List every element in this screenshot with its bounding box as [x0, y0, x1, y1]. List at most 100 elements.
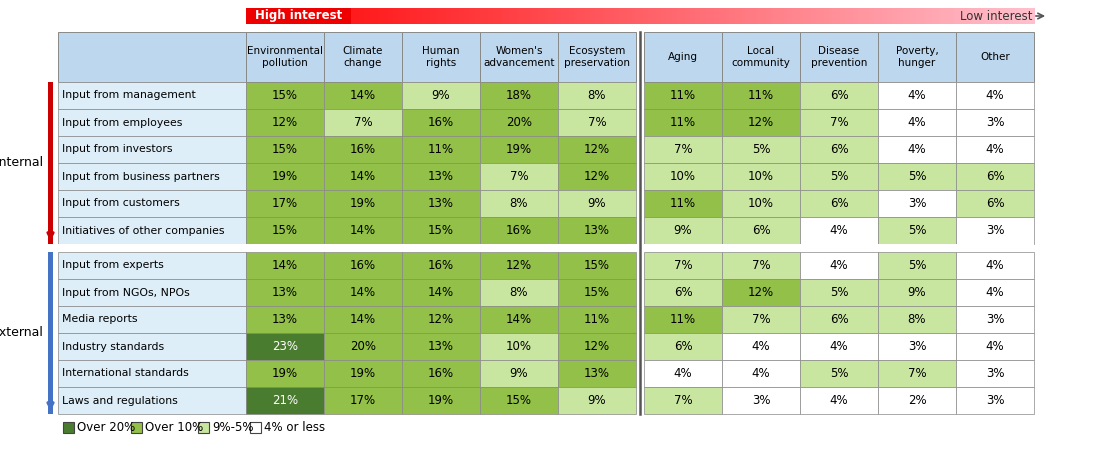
- Bar: [454, 8, 457, 24]
- Text: 23%: 23%: [272, 340, 298, 353]
- Text: 13%: 13%: [428, 340, 454, 353]
- Bar: [583, 8, 586, 24]
- Bar: [747, 8, 752, 24]
- Bar: [324, 163, 403, 190]
- Bar: [911, 8, 914, 24]
- Bar: [315, 8, 318, 24]
- Bar: [540, 8, 544, 24]
- Text: 14%: 14%: [350, 313, 376, 326]
- Bar: [448, 8, 451, 24]
- Text: 9%: 9%: [509, 367, 528, 380]
- Bar: [267, 8, 270, 24]
- Bar: [878, 8, 883, 24]
- Bar: [480, 252, 558, 279]
- Bar: [984, 8, 987, 24]
- Bar: [475, 8, 478, 24]
- Text: 11%: 11%: [669, 116, 696, 129]
- Bar: [249, 8, 252, 24]
- Bar: [629, 8, 633, 24]
- Bar: [280, 8, 284, 24]
- Bar: [635, 8, 638, 24]
- Bar: [246, 252, 324, 279]
- Bar: [480, 163, 558, 190]
- Text: 3%: 3%: [985, 367, 1004, 380]
- Text: Input from business partners: Input from business partners: [62, 171, 220, 182]
- Bar: [48, 82, 53, 244]
- Text: 14%: 14%: [272, 259, 298, 272]
- Text: 16%: 16%: [350, 259, 376, 272]
- Text: 7%: 7%: [674, 394, 693, 407]
- Bar: [388, 8, 391, 24]
- Bar: [722, 32, 800, 82]
- Bar: [558, 333, 636, 360]
- Bar: [356, 8, 360, 24]
- Text: 3%: 3%: [752, 394, 771, 407]
- Text: 12%: 12%: [506, 259, 532, 272]
- Bar: [818, 8, 822, 24]
- Bar: [480, 136, 558, 163]
- Bar: [461, 8, 465, 24]
- Bar: [401, 8, 405, 24]
- Text: 4%: 4%: [985, 89, 1004, 102]
- Bar: [887, 8, 891, 24]
- Bar: [784, 8, 788, 24]
- Bar: [558, 387, 636, 414]
- Text: 19%: 19%: [428, 394, 454, 407]
- Bar: [924, 8, 927, 24]
- Bar: [483, 8, 486, 24]
- Bar: [606, 8, 609, 24]
- Bar: [947, 8, 951, 24]
- Bar: [722, 306, 800, 333]
- Bar: [764, 8, 767, 24]
- Bar: [456, 8, 459, 24]
- Bar: [612, 8, 615, 24]
- Bar: [840, 8, 843, 24]
- Bar: [878, 387, 956, 414]
- Bar: [714, 8, 717, 24]
- Text: 12%: 12%: [272, 116, 298, 129]
- Text: 7%: 7%: [752, 259, 771, 272]
- Bar: [558, 360, 636, 387]
- Bar: [832, 8, 835, 24]
- Bar: [787, 8, 791, 24]
- Bar: [537, 8, 542, 24]
- Bar: [674, 8, 678, 24]
- Bar: [403, 252, 480, 279]
- Bar: [644, 163, 722, 190]
- Bar: [722, 82, 800, 109]
- Bar: [800, 252, 878, 279]
- Bar: [130, 422, 141, 433]
- Text: 21%: 21%: [272, 394, 298, 407]
- Bar: [956, 163, 1034, 190]
- Bar: [974, 8, 977, 24]
- Text: 8%: 8%: [509, 197, 528, 210]
- Bar: [722, 387, 800, 414]
- Text: 11%: 11%: [428, 143, 454, 156]
- Bar: [275, 8, 278, 24]
- Bar: [882, 8, 885, 24]
- Bar: [644, 136, 722, 163]
- Bar: [446, 8, 449, 24]
- Bar: [1011, 8, 1014, 24]
- Bar: [900, 8, 904, 24]
- Bar: [919, 8, 922, 24]
- Text: 13%: 13%: [428, 170, 454, 183]
- Bar: [800, 190, 878, 217]
- Bar: [753, 8, 756, 24]
- Text: 19%: 19%: [506, 143, 532, 156]
- Bar: [774, 8, 777, 24]
- Bar: [876, 8, 880, 24]
- Text: 4%: 4%: [985, 340, 1004, 353]
- Bar: [800, 279, 878, 306]
- Bar: [58, 333, 246, 360]
- Bar: [722, 190, 800, 217]
- Bar: [826, 8, 831, 24]
- Text: Environmental
pollution: Environmental pollution: [247, 46, 322, 68]
- Bar: [637, 8, 641, 24]
- Text: Climate
change: Climate change: [342, 46, 384, 68]
- Bar: [934, 8, 937, 24]
- Bar: [878, 109, 956, 136]
- Text: Ecosystem
preservation: Ecosystem preservation: [564, 46, 631, 68]
- Bar: [722, 333, 800, 360]
- Bar: [246, 217, 324, 244]
